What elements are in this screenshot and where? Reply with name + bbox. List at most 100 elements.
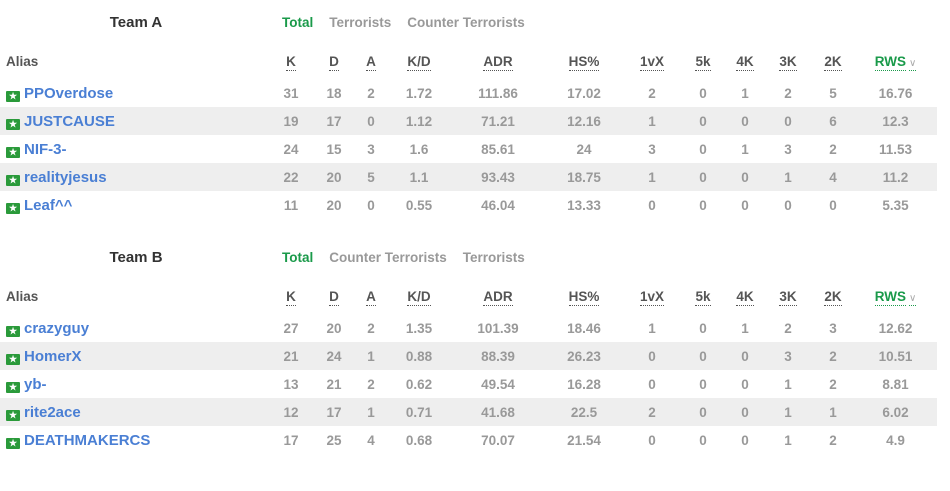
stat-3k: 1	[764, 398, 812, 426]
column-header-5k[interactable]: 5k	[695, 53, 711, 71]
column-header-1vx[interactable]: 1vX	[639, 53, 665, 71]
stat-rws: 12.3	[854, 107, 937, 135]
column-header-k[interactable]: K	[286, 53, 296, 71]
column-header-hs[interactable]: HS%	[568, 288, 600, 306]
team-b-section: Team B Total Counter Terrorists Terrorists…	[0, 243, 937, 454]
column-header-a[interactable]: A	[366, 288, 376, 306]
stat-2k: 6	[812, 107, 854, 135]
stat-3k: 0	[784, 197, 792, 213]
stat-4k: 1	[741, 320, 749, 336]
side-tabs: Total Counter Terrorists Terrorists	[282, 250, 525, 265]
stat-1vx: 2	[648, 85, 656, 101]
stat-k: 17	[283, 432, 299, 448]
stat-1vx: 0	[648, 376, 656, 392]
stat-1vx: 1	[624, 107, 680, 135]
stat-hs: 17.02	[567, 85, 601, 101]
stat-adr: 49.54	[481, 376, 515, 392]
column-header-adr[interactable]: ADR	[483, 288, 513, 306]
player-link[interactable]: JUSTCAUSE	[24, 112, 115, 130]
column-header-d[interactable]: D	[329, 288, 339, 306]
stat-rws: 12.62	[878, 320, 913, 336]
stat-rws: 10.51	[854, 342, 937, 370]
column-header-2k[interactable]: 2K	[824, 288, 842, 306]
player-cell: ★ realityjesus	[0, 163, 270, 191]
player-link[interactable]: NIF-3-	[24, 140, 67, 158]
stat-a: 2	[367, 85, 375, 101]
stat-4k: 0	[741, 197, 749, 213]
tab-total[interactable]: Total	[282, 250, 314, 265]
player-cell: ★ PPOverdose	[0, 79, 270, 107]
column-header-rws[interactable]: RWS ∨	[874, 53, 917, 71]
tab-terrorists[interactable]: Terrorists	[329, 15, 392, 30]
player-cell: ★ DEATHMAKERCS	[0, 426, 270, 454]
player-link[interactable]: crazyguy	[24, 319, 90, 337]
tab-terrorists[interactable]: Terrorists	[462, 250, 525, 265]
stat-4k: 0	[726, 342, 764, 370]
column-header-d[interactable]: D	[329, 53, 339, 71]
table-row: ★ HomerX 21 24 1 0.88 88.39 26.23 0 0 0 3 2 10.51	[0, 342, 937, 370]
chevron-down-icon: ∨	[908, 57, 917, 71]
header-row: Alias K D A K/D ADR HS% 1vX 5k 4K 3K 2K RWS ∨	[0, 43, 937, 79]
stat-rws: 6.02	[854, 398, 937, 426]
column-header-4k[interactable]: 4K	[736, 288, 754, 306]
stat-adr: 93.43	[452, 163, 544, 191]
player-link[interactable]: yb-	[24, 375, 47, 393]
stat-d: 20	[312, 163, 356, 191]
stat-d: 18	[326, 85, 342, 101]
player-link[interactable]: HomerX	[24, 347, 82, 365]
column-header-5k[interactable]: 5k	[695, 288, 711, 306]
stat-2k: 2	[829, 376, 837, 392]
player-link[interactable]: Leaf^^	[24, 196, 73, 214]
stat-rws: 8.81	[882, 376, 909, 392]
stat-a: 4	[367, 432, 375, 448]
team-a-section: Team A Total Terrorists Counter Terrorists…	[0, 8, 937, 219]
player-link[interactable]: realityjesus	[24, 168, 107, 186]
stat-hs: 12.16	[544, 107, 624, 135]
column-header-3k[interactable]: 3K	[779, 288, 797, 306]
stat-5k: 0	[680, 342, 726, 370]
column-header-hs[interactable]: HS%	[568, 53, 600, 71]
stat-d: 20	[326, 320, 342, 336]
player-link[interactable]: DEATHMAKERCS	[24, 431, 151, 449]
flag-icon: ★	[6, 90, 20, 102]
column-header-1vx[interactable]: 1vX	[639, 288, 665, 306]
stat-3k: 0	[764, 107, 812, 135]
player-link[interactable]: rite2ace	[24, 403, 81, 421]
column-header-4k[interactable]: 4K	[736, 53, 754, 71]
column-header-a[interactable]: A	[366, 53, 376, 71]
column-header-kd[interactable]: K/D	[407, 53, 431, 71]
stat-adr: 85.61	[481, 141, 515, 157]
tab-counter-terrorists[interactable]: Counter Terrorists	[407, 15, 525, 30]
stat-3k: 3	[784, 141, 792, 157]
stat-2k: 1	[812, 398, 854, 426]
stat-2k: 0	[829, 197, 837, 213]
column-header-kd[interactable]: K/D	[407, 288, 431, 306]
stat-d: 20	[326, 197, 342, 213]
stat-4k: 0	[741, 376, 749, 392]
column-header-adr[interactable]: ADR	[483, 53, 513, 71]
flag-icon: ★	[6, 353, 20, 365]
player-cell: ★ JUSTCAUSE	[0, 107, 270, 135]
column-header-rws[interactable]: RWS ∨	[874, 288, 917, 306]
stat-2k: 4	[812, 163, 854, 191]
column-header-3k[interactable]: 3K	[779, 53, 797, 71]
stat-4k: 1	[741, 141, 749, 157]
table-row: ★ yb- 13 21 2 0.62 49.54 16.28 0 0 0 1 2 8.81	[0, 370, 937, 398]
stat-rws: 5.35	[882, 197, 909, 213]
column-header-2k[interactable]: 2K	[824, 53, 842, 71]
table-row: ★ realityjesus 22 20 5 1.1 93.43 18.75 1 0 0 1 4 11.2	[0, 163, 937, 191]
side-tabs: Total Terrorists Counter Terrorists	[282, 15, 525, 30]
stat-d: 24	[312, 342, 356, 370]
stat-adr: 88.39	[452, 342, 544, 370]
tab-counter-terrorists[interactable]: Counter Terrorists	[329, 250, 447, 265]
player-cell: ★ crazyguy	[0, 314, 270, 342]
tab-total[interactable]: Total	[282, 15, 314, 30]
stat-3k: 3	[764, 342, 812, 370]
stat-kd: 0.68	[405, 432, 433, 448]
column-header-k[interactable]: K	[286, 288, 296, 306]
table-row: ★ Leaf^^ 11 20 0 0.55 46.04 13.33 0 0 0 0 0 5.35	[0, 191, 937, 219]
stat-1vx: 3	[648, 141, 656, 157]
stat-hs: 26.23	[544, 342, 624, 370]
stat-5k: 0	[699, 432, 707, 448]
player-link[interactable]: PPOverdose	[24, 84, 114, 102]
